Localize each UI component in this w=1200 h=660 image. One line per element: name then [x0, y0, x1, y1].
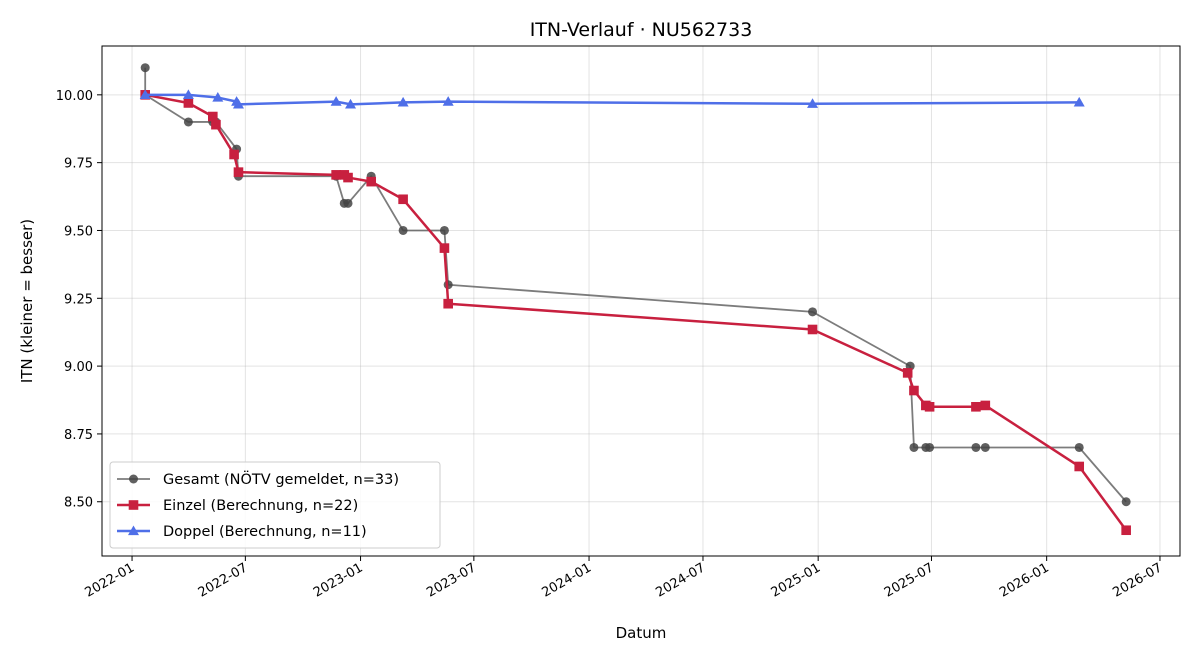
data-point: [343, 198, 353, 208]
series-square: [140, 90, 1131, 536]
legend-swatch-marker: [128, 525, 139, 536]
data-point: [229, 149, 239, 160]
legend-swatch-marker: [128, 500, 139, 510]
data-point: [398, 194, 408, 205]
legend-swatch-marker: [129, 474, 138, 484]
data-point: [1121, 525, 1131, 536]
legend-label: Doppel (Berechnung, n=11): [163, 524, 367, 540]
data-point: [212, 92, 224, 102]
data-point: [183, 117, 193, 127]
data-point: [330, 96, 342, 106]
data-point: [1121, 497, 1131, 507]
data-point: [439, 225, 449, 235]
data-point: [345, 98, 357, 109]
data-point: [182, 89, 194, 99]
data-point: [924, 401, 935, 412]
data-point: [902, 368, 913, 378]
data-point: [343, 172, 353, 183]
legend: Gesamt (NÖTV gemeldet, n=33) Einzel (Bere…: [109, 461, 441, 549]
data-point: [232, 98, 244, 109]
data-point: [208, 111, 218, 122]
data-point: [807, 324, 818, 335]
data-point: [925, 442, 935, 452]
data-point: [1074, 461, 1085, 472]
data-point: [807, 98, 819, 108]
plot-frame: [101, 45, 1181, 557]
data-point: [211, 119, 221, 130]
series-layer: [139, 63, 1131, 536]
data-point: [233, 167, 244, 177]
legend-box: [109, 461, 441, 549]
y-tick-label: 10.00: [56, 89, 93, 104]
y-tick-label: 9.00: [64, 360, 93, 375]
legend-label: Einzel (Berechnung, n=22): [163, 498, 358, 514]
data-point: [139, 89, 151, 99]
x-axis-title: Datum: [616, 624, 667, 642]
y-axis-title: ITN (kleiner = besser): [18, 219, 36, 383]
y-tick-label: 9.50: [64, 224, 93, 239]
chart-title: ITN-Verlauf · NU562733: [530, 19, 753, 41]
series-line: [144, 93, 1128, 531]
legend-label: Gesamt (NÖTV gemeldet, n=33): [163, 470, 399, 488]
data-point: [397, 96, 409, 107]
data-point: [331, 170, 341, 180]
data-point: [398, 225, 408, 235]
data-point: [971, 401, 981, 412]
data-point: [971, 442, 981, 452]
data-point: [1074, 442, 1084, 452]
data-point: [442, 96, 454, 106]
data-point: [439, 243, 450, 253]
data-point: [183, 98, 194, 108]
data-point: [808, 307, 818, 317]
y-tick-label: 9.25: [64, 292, 93, 307]
y-tick-label: 8.50: [64, 496, 93, 511]
data-point: [980, 400, 991, 411]
y-tick-label: 9.75: [64, 157, 93, 172]
data-point: [980, 442, 990, 452]
data-point: [909, 442, 919, 452]
data-point: [140, 63, 150, 73]
series-triangle: [139, 89, 1085, 109]
y-tick-label: 8.75: [64, 428, 93, 443]
data-point: [909, 385, 919, 396]
data-point: [366, 176, 376, 187]
data-point: [443, 298, 453, 309]
data-point: [1073, 96, 1085, 107]
